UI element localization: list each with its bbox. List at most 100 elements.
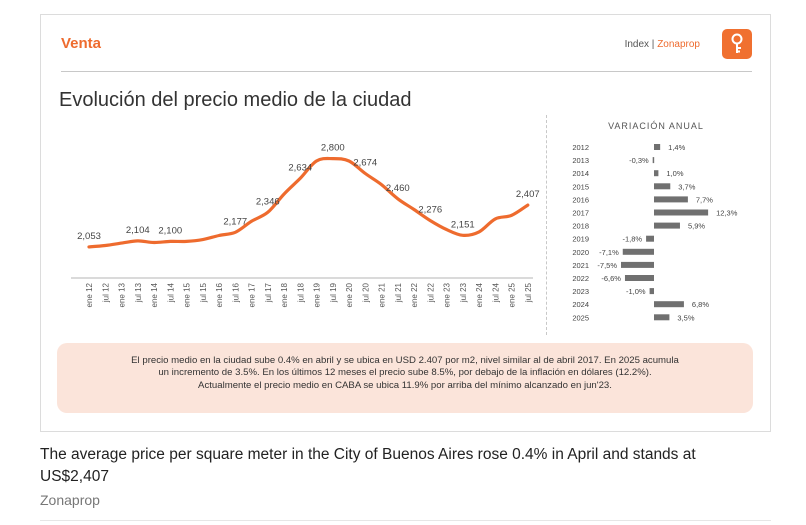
x-tick-label: jul 18 [296, 282, 305, 303]
year-label: 2022 [572, 274, 589, 283]
data-label: 2,276 [418, 205, 442, 216]
note-line-3: Actualmente el precio medio en CABA se u… [198, 379, 612, 391]
x-tick-label: ene 15 [183, 282, 192, 307]
x-tick-label: jul 19 [329, 282, 338, 303]
section-title: Venta [61, 35, 102, 52]
variation-label: -7,1% [599, 248, 619, 257]
data-label: 2,053 [77, 231, 101, 242]
x-tick-label: jul 21 [394, 282, 403, 303]
variation-bar [649, 288, 654, 295]
year-label: 2014 [572, 169, 589, 178]
variation-bar [646, 235, 654, 242]
variation-label: 3,7% [678, 182, 695, 191]
variation-bar [622, 248, 654, 255]
year-label: 2015 [572, 182, 589, 191]
x-tick-label: ene 18 [280, 282, 289, 307]
x-tick-label: ene 16 [215, 282, 224, 307]
x-tick-label: jul 13 [134, 282, 143, 303]
x-tick-label: jul 16 [231, 282, 240, 303]
variation-label: 3,5% [677, 313, 694, 322]
x-tick-label: jul 23 [459, 282, 468, 303]
x-tick-label: jul 20 [361, 282, 370, 303]
year-label: 2016 [572, 195, 589, 204]
variation-label: -6,6% [601, 274, 621, 283]
variation-bar [654, 144, 661, 150]
price-series-line [87, 156, 530, 249]
bottom-divider [40, 520, 771, 521]
variation-bar [654, 196, 688, 203]
x-tick-label: ene 17 [248, 282, 257, 307]
year-label: 2024 [572, 300, 589, 309]
x-tick-label: ene 25 [508, 282, 517, 307]
variation-bar [654, 209, 709, 216]
variation-bar [654, 314, 670, 321]
x-tick-label: ene 23 [443, 282, 452, 307]
variation-bar [654, 222, 680, 229]
note-line-1: El precio medio en la ciudad sube 0.4% e… [131, 355, 679, 366]
variation-bar [654, 301, 684, 308]
summary-note: El precio medio en la ciudad sube 0.4% e… [57, 343, 753, 413]
year-label: 2020 [572, 248, 589, 257]
variation-label: 1,4% [668, 143, 685, 152]
year-label: 2019 [572, 235, 589, 244]
year-label: 2012 [572, 143, 589, 152]
variation-label: -7,5% [597, 261, 617, 270]
variation-title: VARIACIÓN ANUAL [608, 121, 704, 131]
data-label: 2,407 [516, 189, 540, 200]
year-label: 2025 [572, 313, 589, 322]
data-label: 2,100 [158, 225, 182, 236]
data-label: 2,800 [321, 143, 345, 154]
x-tick-label: ene 19 [313, 282, 322, 307]
chart-card: Venta Index | Zonaprop Evolución del pre… [40, 14, 771, 432]
year-label: 2018 [572, 222, 589, 231]
variation-bar [624, 275, 654, 281]
note-line-2: un incremento de 3.5%. En los últimos 12… [158, 367, 652, 379]
year-label: 2023 [572, 287, 589, 296]
panel-divider [546, 115, 547, 335]
year-label: 2021 [572, 261, 589, 270]
x-tick-label: jul 12 [101, 282, 110, 303]
x-tick-label: jul 24 [491, 282, 500, 303]
brand-prefix: Index | [624, 39, 658, 50]
x-tick-label: jul 14 [166, 282, 175, 303]
data-label: 2,346 [256, 196, 280, 207]
variation-label: 1,0% [666, 169, 683, 178]
year-label: 2017 [572, 209, 589, 218]
x-tick-label: ene 22 [410, 282, 419, 307]
data-label: 2,104 [126, 225, 150, 236]
x-tick-label: jul 15 [199, 282, 208, 303]
brand-name: Zonaprop [657, 39, 700, 50]
x-tick-label: ene 24 [475, 282, 484, 307]
variation-bar [654, 183, 671, 190]
year-label: 2013 [572, 156, 589, 165]
variation-label: 6,8% [692, 300, 709, 309]
variation-label: 12,3% [716, 209, 738, 218]
x-tick-label: ene 14 [150, 282, 159, 307]
x-tick-label: ene 20 [345, 282, 354, 307]
data-label: 2,177 [223, 216, 247, 227]
image-caption: The average price per square meter in th… [40, 446, 696, 485]
variation-label: -1,8% [622, 235, 642, 244]
x-tick-label: jul 25 [524, 282, 533, 303]
chart-title: Evolución del precio medio de la ciudad [59, 89, 412, 111]
image-source: Zonaprop [40, 492, 100, 508]
brand-text: Index | Zonaprop [625, 39, 700, 50]
variation-label: 5,9% [688, 222, 705, 231]
variation-label: -0,3% [629, 156, 649, 165]
variation-label: 7,7% [696, 195, 713, 204]
x-tick-label: jul 22 [426, 282, 435, 303]
x-tick-label: ene 21 [378, 282, 387, 307]
data-label: 2,460 [386, 183, 410, 194]
charts-svg: ene 12 jul 12 ene 13 jul 13 ene 14 jul 14 ene … [71, 143, 738, 322]
variation-bar [621, 261, 654, 268]
x-tick-label: ene 13 [118, 282, 127, 307]
data-label: 2,634 [288, 162, 312, 173]
data-label: 2,674 [353, 158, 377, 169]
data-label: 2,151 [451, 219, 475, 230]
zonaprop-logo [722, 29, 752, 59]
variation-bar [654, 170, 659, 177]
x-tick-label: jul 17 [264, 282, 273, 303]
header-divider [61, 71, 752, 72]
key-icon [731, 33, 743, 53]
variation-label: -1,0% [626, 287, 646, 296]
